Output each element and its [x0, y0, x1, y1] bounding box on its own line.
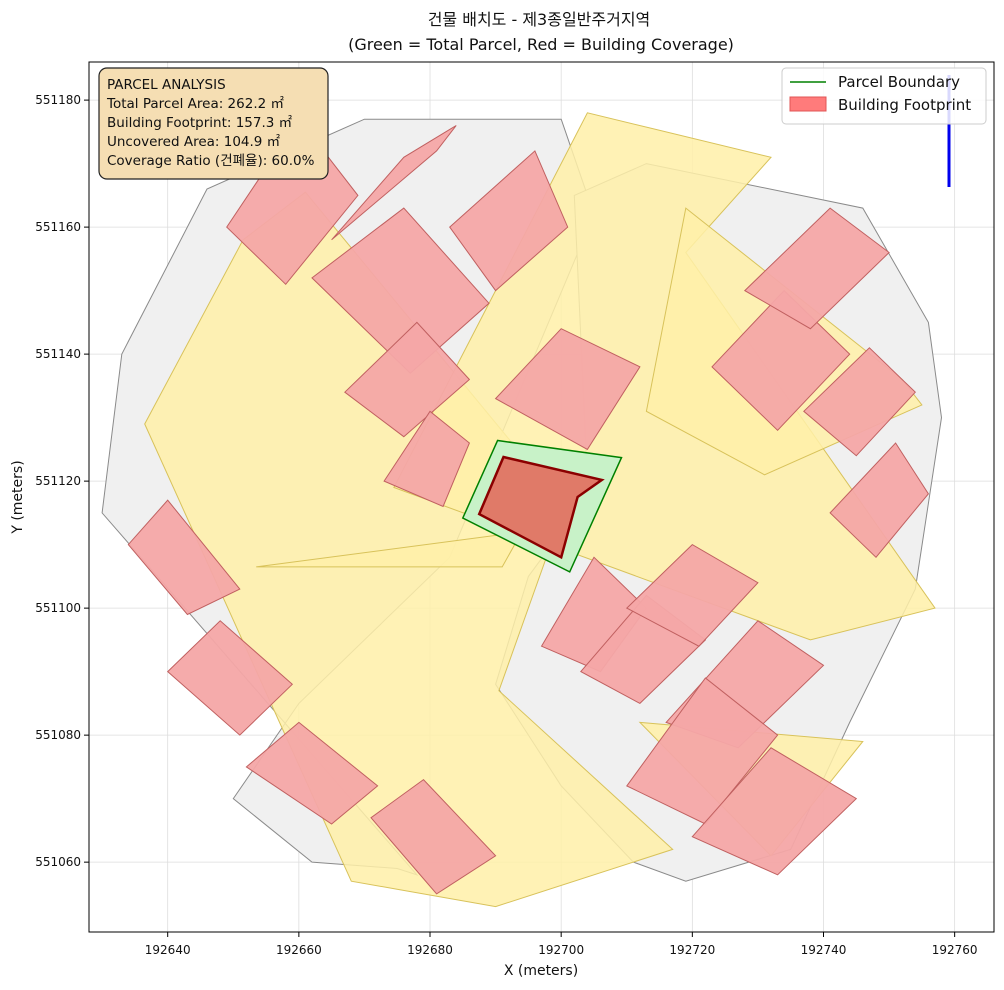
info-uncovered-area: Uncovered Area: 104.9 ㎡ — [107, 134, 281, 150]
building-footprint — [245, 721, 379, 825]
building-footprint — [311, 207, 490, 374]
info-building-footprint: Building Footprint: 157.3 ㎡ — [107, 115, 293, 131]
x-tick-label: 192740 — [801, 943, 847, 957]
target-building — [477, 455, 605, 560]
y-axis-label: Y (meters) — [10, 460, 26, 534]
x-tick-label: 192640 — [145, 943, 191, 957]
y-tick-label: 551180 — [35, 93, 81, 107]
y-ticks: 551060 551080 551100 551120 551140 551160 5511… — [35, 93, 89, 869]
info-total-area: Total Parcel Area: 262.2 ㎡ — [106, 96, 284, 112]
building-footprint — [829, 442, 930, 559]
info-coverage-ratio: Coverage Ratio (건폐율): 60.0% — [107, 153, 315, 169]
x-tick-label: 192660 — [276, 943, 322, 957]
x-tick-label: 192700 — [538, 943, 584, 957]
legend-parcel-label: Parcel Boundary — [838, 73, 960, 91]
info-box: PARCEL ANALYSIS Total Parcel Area: 262.2… — [98, 67, 329, 180]
y-tick-label: 551120 — [35, 474, 81, 488]
legend: Parcel Boundary Building Footprint — [781, 67, 987, 125]
building-footprint — [625, 543, 759, 647]
road — [256, 531, 523, 568]
building-footprint — [743, 207, 890, 330]
info-box-background — [98, 67, 329, 180]
chart-title-line1: 건물 배치도 - 제3종일반주거지역 — [428, 10, 651, 29]
building-footprint — [494, 328, 641, 451]
building-footprint — [711, 289, 851, 432]
x-axis-label: X (meters) — [504, 963, 578, 979]
x-tick-label: 192680 — [407, 943, 453, 957]
legend-building-swatch — [789, 96, 827, 112]
building-footprint — [626, 677, 779, 825]
building-footprint — [803, 347, 916, 457]
y-tick-label: 551160 — [35, 220, 81, 234]
x-tick-label: 192760 — [932, 943, 978, 957]
y-tick-label: 551140 — [35, 347, 81, 361]
building-footprint — [383, 410, 471, 508]
plot-frame — [88, 61, 995, 933]
building-footprint — [449, 150, 569, 292]
x-ticks: 192640 192660 192680 192700 192720 192740 1927… — [145, 932, 978, 957]
legend-building-label: Building Footprint — [838, 96, 971, 114]
building-footprint — [691, 747, 858, 876]
chart-title-line2: (Green = Total Parcel, Red = Building Co… — [348, 35, 734, 54]
target-parcel-group — [461, 439, 623, 573]
legend-box — [781, 67, 987, 125]
y-tick-label: 551060 — [35, 855, 81, 869]
building-footprint — [166, 620, 294, 736]
building-footprint — [331, 125, 457, 241]
y-tick-label: 551080 — [35, 728, 81, 742]
building-footprint — [370, 778, 497, 895]
building-footprint — [127, 499, 241, 616]
y-tick-label: 551100 — [35, 601, 81, 615]
building-footprints — [127, 118, 930, 895]
building-footprint — [344, 321, 471, 438]
info-title: PARCEL ANALYSIS — [107, 77, 226, 93]
x-tick-label: 192720 — [669, 943, 715, 957]
